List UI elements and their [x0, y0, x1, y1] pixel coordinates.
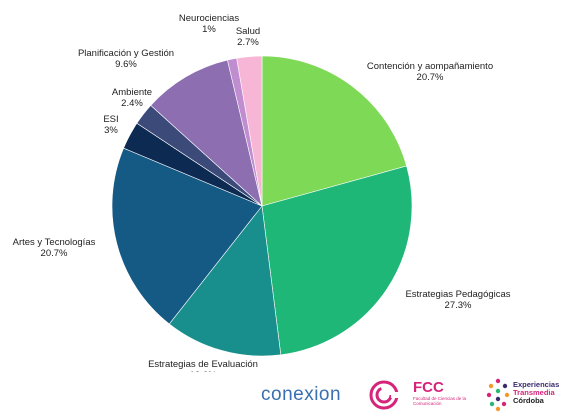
slice-value-ambiente: 2.4% — [121, 98, 143, 109]
slice-label-artes-y-tecnologias: Artes y Tecnologías — [13, 237, 96, 248]
slice-label-contencion-y-aompanamiento: Contención y aompañamiento — [367, 61, 493, 72]
slice-value-estrategias-de-evaluacion: 12.6% — [190, 370, 217, 372]
transmedia-dots-icon — [486, 378, 510, 412]
slice-value-neurociencias: 1% — [202, 24, 216, 35]
pie-chart: Contención y aompañamiento20.7%Estrategi… — [13, 13, 511, 372]
slice-value-planificacion-y-gestion: 9.6% — [115, 59, 137, 70]
slice-value-artes-y-tecnologias: 20.7% — [41, 248, 68, 259]
slice-label-estrategias-de-evaluacion: Estrategias de Evaluación — [148, 359, 258, 370]
fcc-title: FCC — [413, 379, 444, 396]
pie-slice-salud — [236, 55, 263, 207]
pie-slice-contencion-y-aompanamiento — [261, 55, 407, 207]
experiencias-line1: Experiencias — [513, 380, 560, 389]
slice-value-estrategias-pedagogicas: 27.3% — [445, 300, 472, 311]
fcc-logo: FCC Facultad de Ciencias de la Comunicac… — [413, 380, 475, 412]
slice-label-planificacion-y-gestion: Planificación y Gestión — [78, 48, 174, 59]
pie-slices — [111, 55, 413, 357]
slice-label-estrategias-pedagogicas: Estrategias Pedagógicas — [405, 289, 510, 300]
experiencias-line3: Córdoba — [513, 396, 544, 405]
slice-label-neurociencias: Neurociencias — [179, 13, 239, 24]
pie-labels: Contención y aompañamiento20.7%Estrategi… — [13, 13, 511, 372]
experiencias-logo: Experiencias Transmedia Córdoba — [513, 381, 571, 405]
slice-label-salud: Salud — [236, 26, 260, 37]
conexion-logo: conexion — [261, 384, 342, 405]
slice-label-ambiente: Ambiente — [112, 87, 152, 98]
footer-logos: conexion FCC Facultad de Ciencias de la … — [255, 374, 571, 415]
fcc-subtitle: Facultad de Ciencias de la Comunicación — [413, 396, 467, 406]
experiencias-line2: Transmedia — [513, 388, 555, 397]
pie-slice-artes-y-tecnologias — [111, 147, 263, 325]
pie-slice-estrategias-de-evaluacion — [168, 205, 282, 357]
slice-value-contencion-y-aompanamiento: 20.7% — [417, 72, 444, 83]
pie-slice-estrategias-pedagogicas — [261, 165, 413, 356]
pie-slice-planificacion-y-gestion — [150, 59, 263, 207]
slice-value-esi: 3% — [104, 125, 118, 136]
slice-label-esi: ESI — [103, 114, 118, 125]
conexion-c-icon — [369, 380, 399, 410]
slice-value-salud: 2.7% — [237, 37, 259, 48]
